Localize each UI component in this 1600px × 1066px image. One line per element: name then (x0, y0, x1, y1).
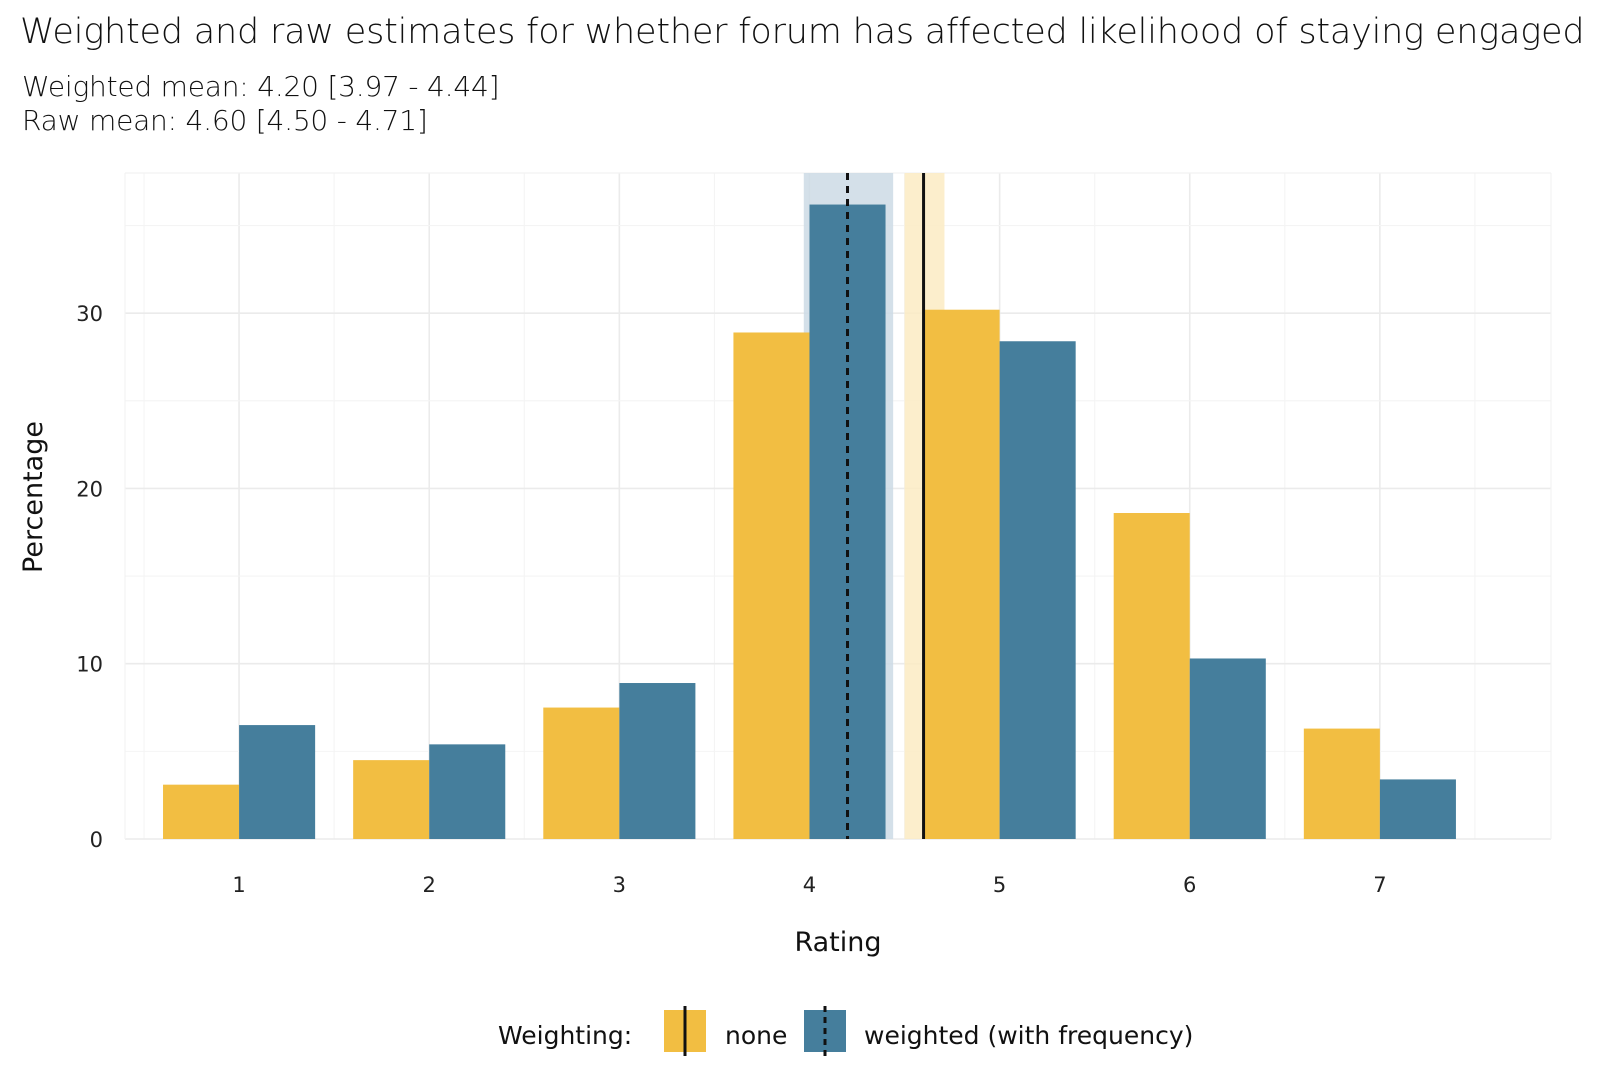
bar-none-5 (923, 309, 1000, 839)
x-tick-label: 6 (1183, 873, 1196, 897)
x-tick-label: 4 (803, 873, 816, 897)
axis-ticks: 1 2 3 4 5 6 7 0 10 20 30 (76, 302, 1386, 897)
y-tick-label: 0 (90, 828, 103, 852)
legend-title: Weighting: (498, 1021, 632, 1050)
bar-weighted-1 (239, 725, 316, 839)
subtitle-weighted-mean: Weighted mean: 4.20 [3.97 - 4.44] (22, 70, 500, 103)
chart-title: Weighted and raw estimates for whether f… (20, 12, 1585, 52)
bar-weighted-3 (619, 683, 696, 839)
legend-label-none: none (725, 1021, 787, 1050)
bar-weighted-5 (999, 341, 1076, 839)
y-axis-title: Percentage (18, 421, 49, 573)
bar-weighted-7 (1379, 779, 1456, 839)
x-tick-label: 1 (232, 873, 245, 897)
bar-weighted-6 (1189, 658, 1266, 839)
x-tick-label: 3 (613, 873, 626, 897)
y-tick-label: 20 (76, 477, 103, 501)
legend-label-weighted: weighted (with frequency) (864, 1021, 1193, 1050)
bar-weighted-2 (429, 744, 506, 839)
x-tick-label: 5 (993, 873, 1006, 897)
x-tick-label: 7 (1373, 873, 1386, 897)
bar-none-7 (1303, 728, 1380, 839)
subtitle-raw-mean: Raw mean: 4.60 [4.50 - 4.71] (22, 104, 428, 137)
bar-none-3 (543, 707, 620, 839)
legend: Weighting: none weighted (with frequency… (498, 1006, 1193, 1056)
bar-none-2 (353, 760, 430, 839)
y-tick-label: 10 (76, 653, 103, 677)
bar-weighted-4 (809, 204, 886, 839)
x-axis-title: Rating (794, 927, 881, 958)
bar-none-4 (733, 332, 810, 839)
mean-lines (846, 173, 926, 839)
bar-none-6 (1113, 513, 1190, 839)
y-tick-label: 30 (76, 302, 103, 326)
bar-none-1 (163, 784, 240, 839)
x-tick-label: 2 (423, 873, 436, 897)
bars (163, 204, 1456, 839)
